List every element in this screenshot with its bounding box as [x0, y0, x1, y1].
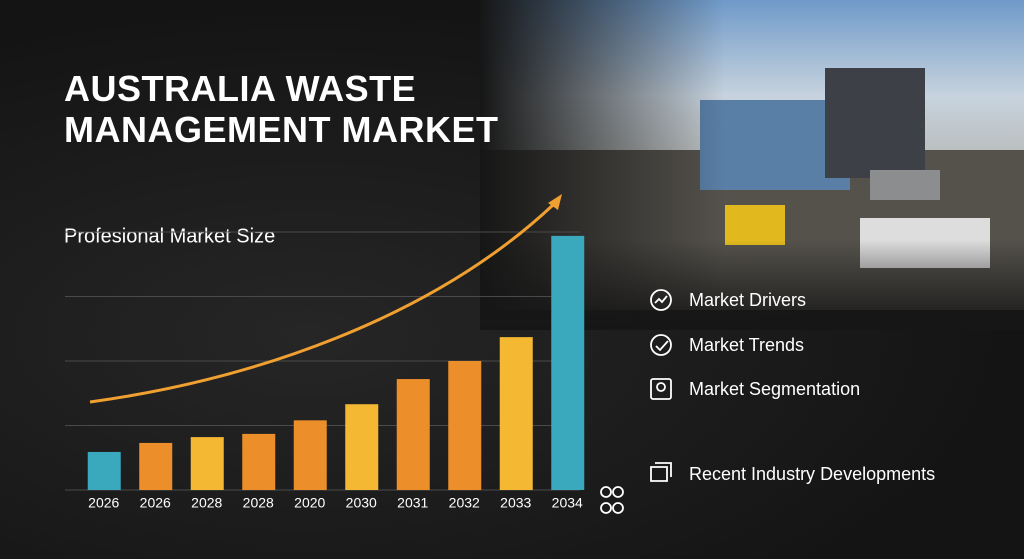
arrow-head: [548, 194, 562, 210]
x-tick-label: 2028: [243, 495, 274, 511]
x-tick-label: 2026: [140, 495, 171, 511]
chart-title: Profesional Market Size: [64, 225, 275, 247]
bar: [448, 361, 482, 490]
bar: [396, 379, 430, 490]
x-tick-label: 2028: [191, 495, 222, 511]
trend-arrow: [89, 203, 555, 404]
x-tick-label: 2030: [346, 495, 377, 511]
bar: [499, 337, 533, 490]
bar: [87, 451, 121, 490]
bar: [293, 420, 327, 490]
bar: [551, 235, 585, 490]
bar: [242, 433, 276, 490]
bar: [139, 442, 173, 490]
x-tick-label: 2020: [294, 495, 325, 511]
bar: [190, 437, 224, 490]
x-tick-label: 2032: [449, 495, 480, 511]
x-tick-label: 2026: [88, 495, 119, 511]
x-tick-label: 2033: [500, 495, 531, 511]
plot: 2026 2026 2028 2028 2020 2030 2031 2032 2033 2034: [65, 231, 585, 511]
page-title: AUSTRALIA WASTE MANAGEMENT MARKET: [64, 68, 499, 150]
x-tick-label: 2034: [552, 495, 583, 511]
feature-item: Market Drivers: [689, 290, 807, 310]
bar: [345, 404, 379, 490]
feature-item: Market Trends: [689, 335, 805, 355]
icons: [600, 289, 672, 514]
feature-item: Market Segmentation: [689, 379, 861, 399]
x-tick-label: 2031: [397, 495, 428, 511]
feature-item: Recent Industry Developments: [689, 464, 936, 484]
